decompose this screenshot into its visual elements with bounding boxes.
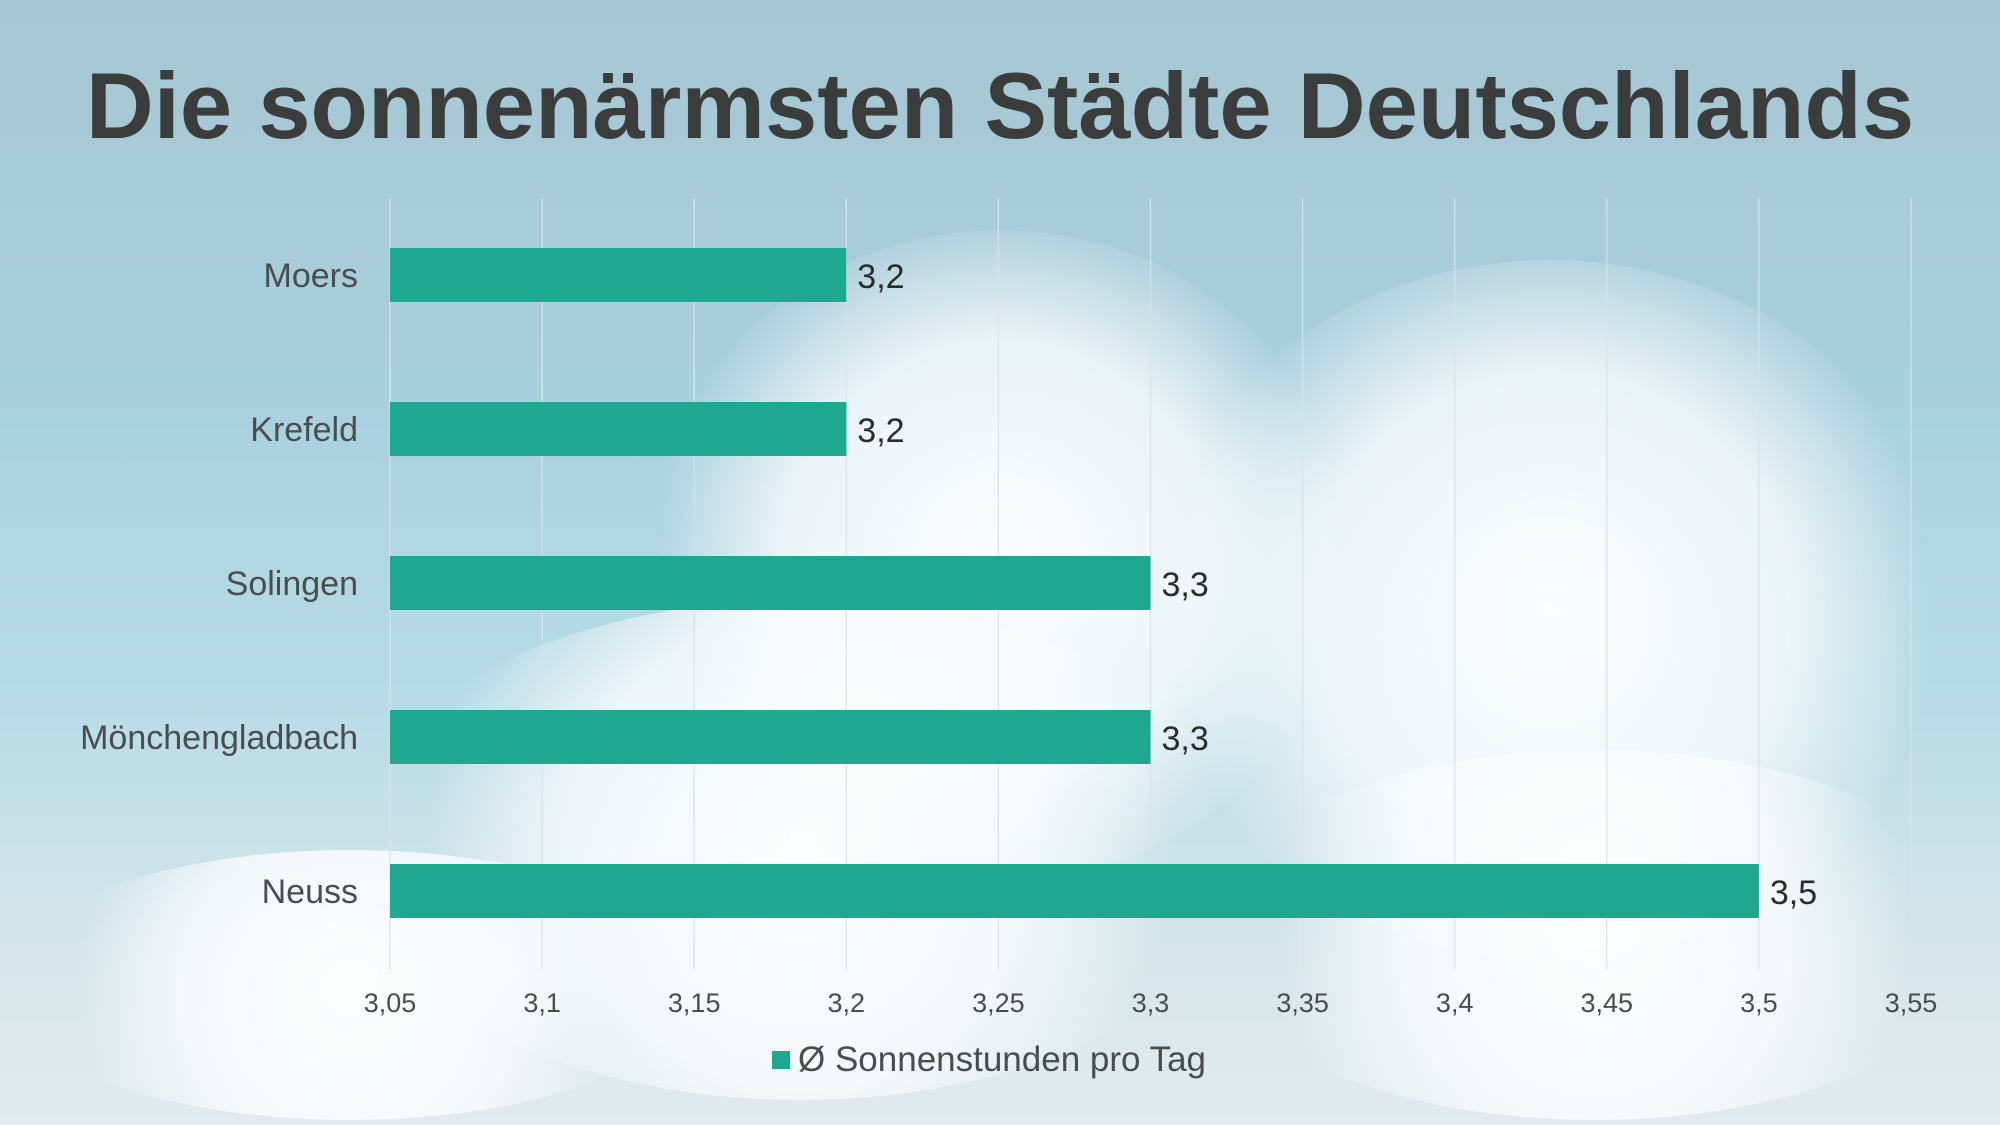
category-label: Solingen	[226, 565, 358, 603]
bar	[390, 864, 1759, 918]
chart-title: Die sonnenärmsten Städte Deutschlands	[85, 53, 1915, 158]
x-tick-label: 3,1	[523, 988, 561, 1018]
bar	[390, 402, 847, 456]
x-tick-label: 3,4	[1436, 988, 1474, 1018]
legend-swatch	[772, 1051, 790, 1069]
x-tick-label: 3,15	[668, 988, 721, 1018]
x-tick-label: 3,2	[828, 988, 866, 1018]
x-tick-label: 3,55	[1885, 988, 1938, 1018]
category-label: Neuss	[262, 873, 358, 911]
x-tick-label: 3,3	[1132, 988, 1170, 1018]
data-label: 3,2	[857, 258, 904, 296]
category-label: Moers	[264, 257, 358, 295]
x-tick-label: 3,5	[1740, 988, 1778, 1018]
data-label: 3,3	[1162, 720, 1209, 758]
bar	[390, 710, 1151, 764]
x-tick-label: 3,25	[972, 988, 1025, 1018]
bar	[390, 556, 1151, 610]
data-label: 3,2	[857, 412, 904, 450]
cloud-background	[1200, 750, 1990, 1120]
category-label: Krefeld	[250, 411, 358, 449]
category-label: Mönchengladbach	[80, 719, 358, 757]
x-tick-label: 3,45	[1581, 988, 1634, 1018]
x-tick-label: 3,05	[364, 988, 417, 1018]
data-label: 3,3	[1162, 566, 1209, 604]
x-tick-label: 3,35	[1276, 988, 1329, 1018]
data-label: 3,5	[1770, 874, 1817, 912]
legend-label: Ø Sonnenstunden pro Tag	[798, 1040, 1206, 1079]
bar	[390, 248, 847, 302]
